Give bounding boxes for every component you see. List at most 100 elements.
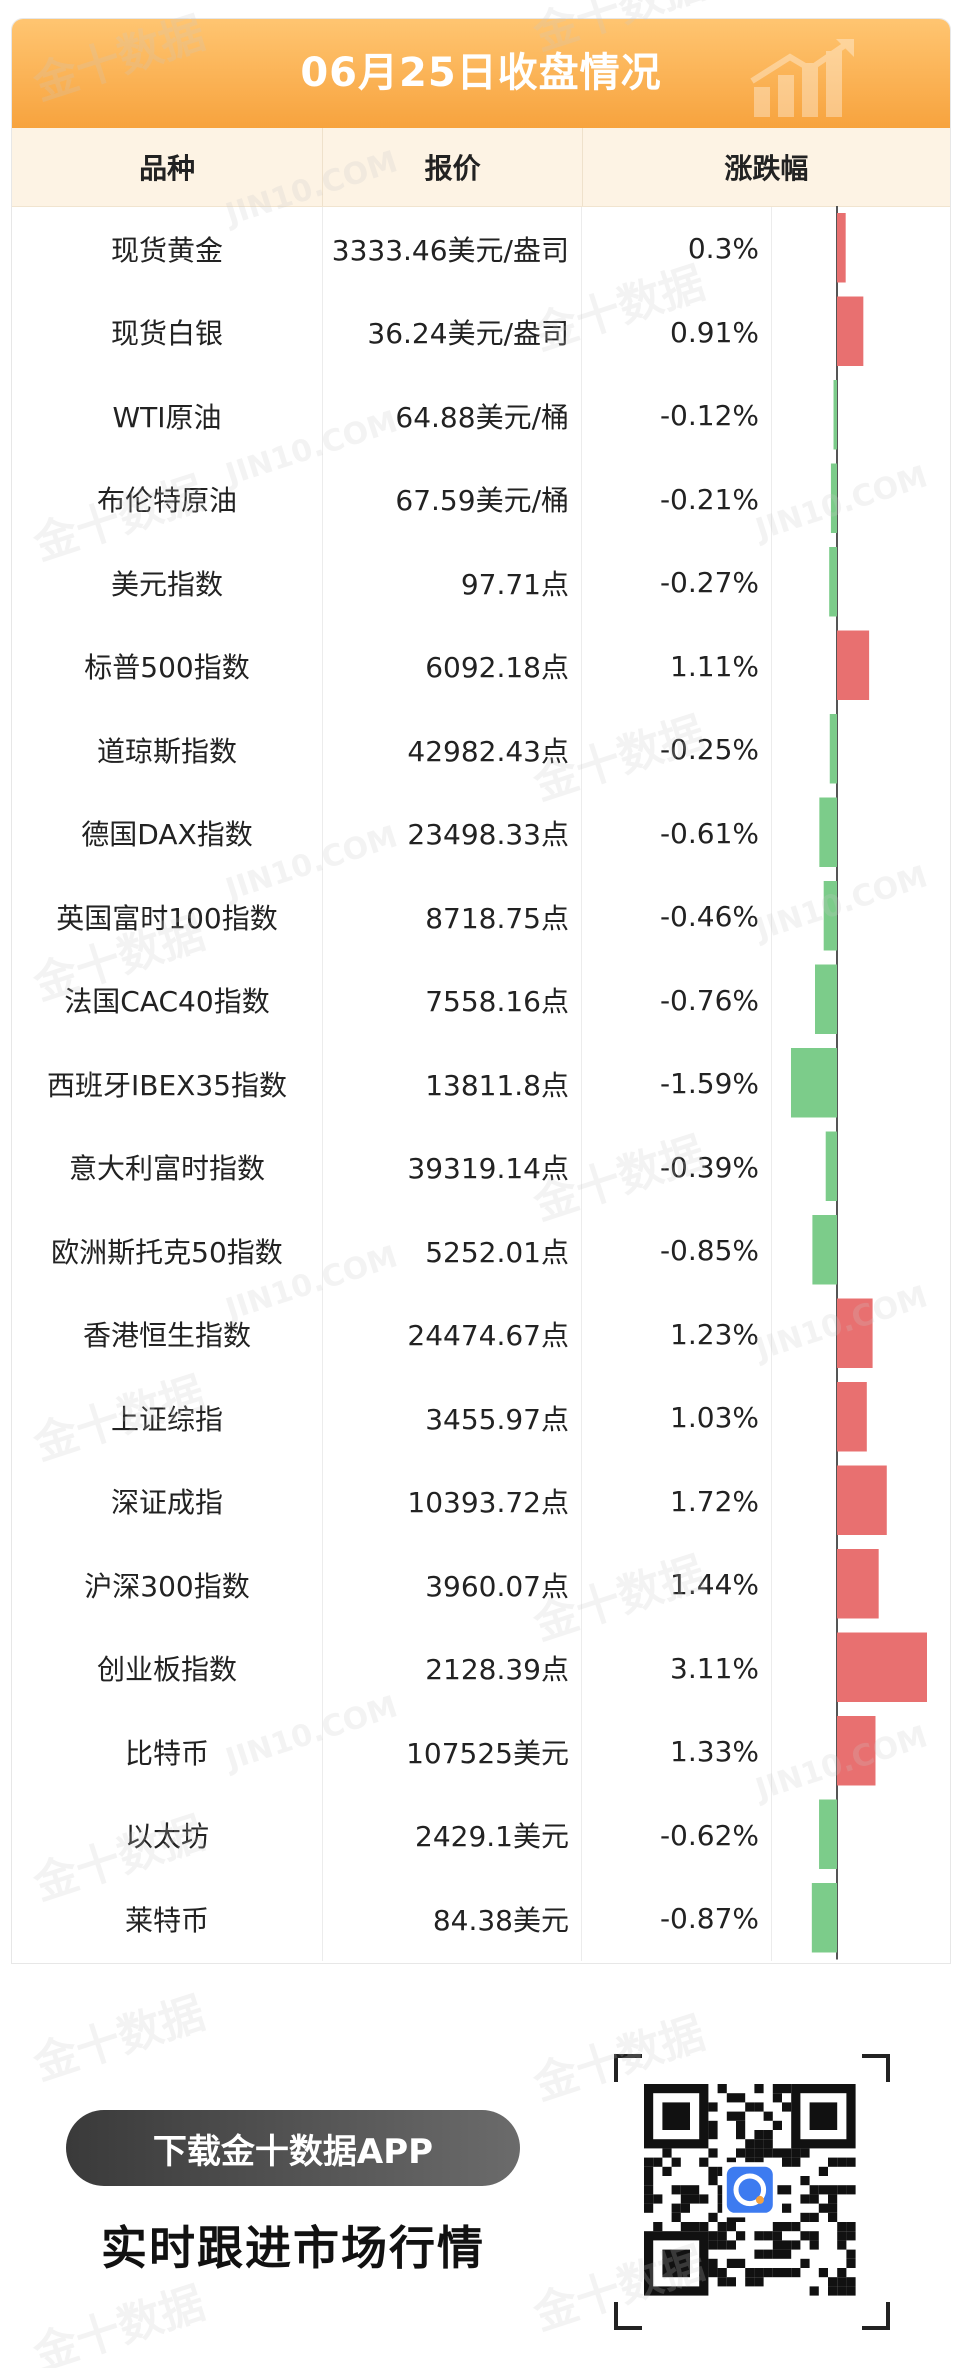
change-bar — [837, 213, 846, 283]
qr-code-icon[interactable] — [610, 2050, 894, 2334]
change-bar — [819, 1799, 837, 1869]
download-app-button[interactable]: 下载金十数据APP — [66, 2110, 520, 2186]
row-change: 1.44% — [582, 1543, 772, 1627]
row-price: 84.38美元 — [323, 1877, 582, 1961]
change-bar — [819, 797, 837, 867]
row-name: 上证综指 — [12, 1376, 323, 1460]
change-bar — [829, 714, 837, 784]
row-price: 67.59美元/桶 — [323, 457, 582, 541]
row-name: 比特币 — [12, 1710, 323, 1794]
row-change: -0.21% — [582, 457, 772, 541]
row-name: 香港恒生指数 — [12, 1292, 323, 1376]
table-row: 道琼斯指数 42982.43点 -0.25% — [12, 708, 950, 792]
row-change: -0.46% — [582, 875, 772, 959]
row-price: 5252.01点 — [323, 1209, 582, 1293]
row-change: -0.12% — [582, 374, 772, 458]
table-row: 法国CAC40指数 7558.16点 -0.76% — [12, 958, 950, 1042]
row-change: 1.11% — [582, 624, 772, 708]
market-close-card: 06月25日收盘情况 品种 报价 涨跌幅 现货黄金 3333.46美元/盎司 0.3… — [11, 18, 951, 1964]
row-name: 现货黄金 — [12, 207, 323, 291]
page-title: 06月25日收盘情况 — [300, 50, 662, 96]
title-bar: 06月25日收盘情况 — [12, 19, 950, 128]
change-bar — [830, 463, 837, 533]
change-bar — [837, 1298, 873, 1368]
table-row: 意大利富时指数 39319.14点 -0.39% — [12, 1125, 950, 1209]
table-row: 莱特币 84.38美元 -0.87% — [12, 1877, 950, 1961]
table-header: 品种 报价 涨跌幅 — [12, 128, 950, 207]
table-row: 德国DAX指数 23498.33点 -0.61% — [12, 791, 950, 875]
table-row: 现货白银 36.24美元/盎司 0.91% — [12, 290, 950, 374]
row-name: 深证成指 — [12, 1459, 323, 1543]
header-price: 报价 — [323, 128, 583, 206]
row-change: -0.76% — [582, 958, 772, 1042]
row-name: 道琼斯指数 — [12, 708, 323, 792]
change-bar — [790, 1048, 837, 1118]
change-bar — [837, 1549, 879, 1619]
row-change: -1.59% — [582, 1042, 772, 1126]
row-name: 标普500指数 — [12, 624, 323, 708]
row-price: 13811.8点 — [323, 1042, 582, 1126]
row-change: 1.23% — [582, 1292, 772, 1376]
row-price: 42982.43点 — [323, 708, 582, 792]
table-row: 沪深300指数 3960.07点 1.44% — [12, 1543, 950, 1627]
change-bar — [837, 1716, 876, 1786]
table-row: 创业板指数 2128.39点 3.11% — [12, 1626, 950, 1710]
row-change: 1.72% — [582, 1459, 772, 1543]
row-change: -0.25% — [582, 708, 772, 792]
row-name: 德国DAX指数 — [12, 791, 323, 875]
row-name: 美元指数 — [12, 541, 323, 625]
change-bar — [825, 1131, 837, 1201]
data-table-body: 现货黄金 3333.46美元/盎司 0.3% 现货白银 36.24美元/盎司 0.91% W… — [12, 207, 950, 1961]
table-row: 西班牙IBEX35指数 13811.8点 -1.59% — [12, 1042, 950, 1126]
slogan-text: 实时跟进市场行情 — [101, 2221, 485, 2275]
header-name: 品种 — [12, 128, 324, 206]
row-name: 欧洲斯托克50指数 — [12, 1209, 323, 1293]
change-bar — [833, 380, 837, 450]
change-bar — [815, 964, 837, 1034]
row-price: 6092.18点 — [323, 624, 582, 708]
header-change: 涨跌幅 — [724, 152, 809, 185]
change-bar — [837, 630, 870, 700]
row-name: WTI原油 — [12, 374, 323, 458]
row-name: 意大利富时指数 — [12, 1125, 323, 1209]
change-bar — [812, 1215, 837, 1285]
row-change: -0.85% — [582, 1209, 772, 1293]
table-row: 欧洲斯托克50指数 5252.01点 -0.85% — [12, 1209, 950, 1293]
row-name: 现货白银 — [12, 290, 323, 374]
table-row: 现货黄金 3333.46美元/盎司 0.3% — [12, 207, 950, 291]
row-name: 莱特币 — [12, 1877, 323, 1961]
row-price: 8718.75点 — [323, 875, 582, 959]
table-row: 以太坊 2429.1美元 -0.62% — [12, 1793, 950, 1877]
change-bar — [829, 547, 837, 617]
row-price: 39319.14点 — [323, 1125, 582, 1209]
change-bar — [823, 881, 837, 951]
row-price: 2429.1美元 — [323, 1793, 582, 1877]
row-change: 3.11% — [582, 1626, 772, 1710]
row-price: 3455.97点 — [323, 1376, 582, 1460]
change-bar — [837, 296, 864, 366]
row-name: 西班牙IBEX35指数 — [12, 1042, 323, 1126]
row-name: 沪深300指数 — [12, 1543, 323, 1627]
row-change: -0.27% — [582, 541, 772, 625]
row-name: 法国CAC40指数 — [12, 958, 323, 1042]
row-change: 1.33% — [582, 1710, 772, 1794]
table-row: 美元指数 97.71点 -0.27% — [12, 541, 950, 625]
footer: 下载金十数据APP 实时跟进市场行情 — [0, 1962, 960, 2368]
row-change: -0.39% — [582, 1125, 772, 1209]
row-change: 0.3% — [582, 207, 772, 291]
change-bar — [837, 1382, 867, 1452]
table-row: 上证综指 3455.97点 1.03% — [12, 1376, 950, 1460]
row-change: 0.91% — [582, 290, 772, 374]
row-price: 2128.39点 — [323, 1626, 582, 1710]
table-row: 英国富时100指数 8718.75点 -0.46% — [12, 875, 950, 959]
chart-up-icon — [750, 39, 854, 117]
row-name: 创业板指数 — [12, 1626, 323, 1710]
table-row: 比特币 107525美元 1.33% — [12, 1710, 950, 1794]
change-bar — [837, 1632, 927, 1702]
row-price: 107525美元 — [323, 1710, 582, 1794]
table-row: 香港恒生指数 24474.67点 1.23% — [12, 1292, 950, 1376]
row-price: 7558.16点 — [323, 958, 582, 1042]
row-change: -0.62% — [582, 1793, 772, 1877]
change-bar — [837, 1465, 887, 1535]
row-price: 24474.67点 — [323, 1292, 582, 1376]
